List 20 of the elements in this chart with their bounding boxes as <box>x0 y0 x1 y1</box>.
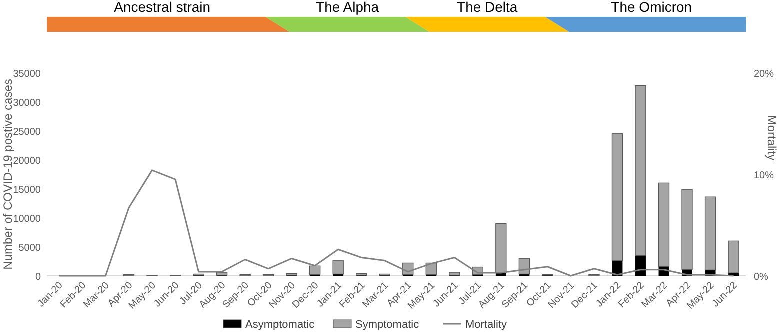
y-axis-title: Number of COVID-19 postive cases <box>1 79 15 270</box>
y-tick-label: 25000 <box>13 127 42 138</box>
y-tick-label: 0 <box>35 272 42 283</box>
legend-label: Asymptomatic <box>246 319 316 331</box>
text: Ancestral strain <box>114 0 211 15</box>
legend-label: Symptomatic <box>356 319 420 331</box>
y-tick-label: 30000 <box>13 98 42 109</box>
legend-label: Mortality <box>466 319 508 331</box>
text: The Alpha <box>316 0 380 15</box>
y2-tick-label: 10% <box>754 170 774 182</box>
text: The Delta <box>457 0 518 15</box>
y-tick-label: 10000 <box>13 214 42 225</box>
text: The Omicron <box>611 0 692 15</box>
y2-axis-title: Mortality <box>765 115 777 161</box>
y-tick-label: 35000 <box>13 69 42 80</box>
y2-tick-label: 20% <box>754 69 774 80</box>
y-tick-label: 15000 <box>13 185 42 196</box>
y2-tick-label: 0% <box>754 272 769 283</box>
y-tick-label: 20000 <box>13 156 42 167</box>
y-tick-label: 5000 <box>18 243 42 254</box>
